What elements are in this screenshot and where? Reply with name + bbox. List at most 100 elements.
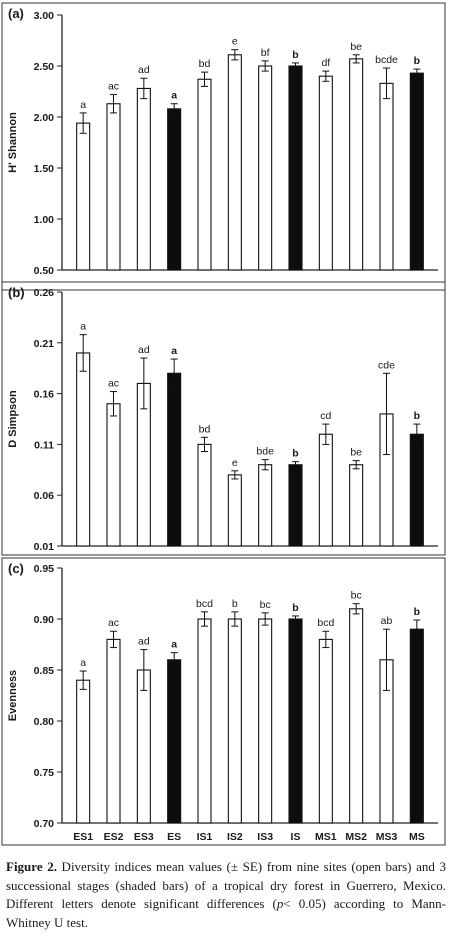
significance-letter: df (321, 57, 330, 69)
y-tick-label: 0.06 (34, 490, 55, 502)
x-tick-label: IS (291, 831, 301, 843)
y-tick-label: 0.85 (34, 665, 55, 677)
y-tick-label: 0.90 (34, 614, 55, 626)
bar (318, 638, 333, 824)
bar (288, 464, 303, 547)
significance-letter: b (414, 606, 420, 618)
significance-letter: a (171, 90, 177, 102)
significance-letter: ac (108, 378, 119, 390)
bar (106, 638, 121, 824)
bar (227, 54, 242, 271)
significance-letter: bd (199, 58, 211, 70)
caption-label: Figure 2. (6, 859, 57, 874)
significance-letter: b (414, 410, 420, 422)
bar (136, 669, 151, 824)
significance-letter: b (292, 49, 298, 61)
bar (318, 75, 333, 271)
bar (318, 433, 333, 547)
bar (106, 403, 121, 547)
x-tick-label: MS (409, 831, 425, 843)
significance-letter: a (80, 657, 86, 669)
bar (197, 443, 212, 547)
bar (409, 72, 424, 271)
bar (379, 82, 394, 271)
significance-letter: bcd (196, 598, 213, 610)
bar (227, 474, 242, 547)
panel-frame (1, 557, 446, 846)
bar (258, 618, 273, 824)
significance-letter: b (232, 598, 238, 610)
bar (167, 659, 182, 824)
bar (349, 608, 364, 824)
y-tick-label: 2.50 (34, 61, 55, 73)
significance-letter: ad (138, 636, 150, 648)
x-tick-label: MS2 (345, 831, 367, 843)
significance-letter: bc (260, 599, 271, 611)
bar (167, 372, 182, 547)
significance-letter: a (171, 345, 177, 357)
significance-letter: a (80, 321, 86, 333)
y-tick-label: 0.26 (34, 287, 55, 299)
bar (288, 65, 303, 271)
significance-letter: bcd (317, 617, 334, 629)
significance-letter: ad (138, 64, 150, 76)
x-tick-label: IS1 (197, 831, 213, 843)
bar (106, 103, 121, 271)
bar (258, 65, 273, 271)
caption-text-2: < 0.05) according to Mann-Whitney U test… (6, 896, 446, 930)
bar (136, 87, 151, 271)
y-tick-label: 0.16 (34, 389, 55, 401)
bar (288, 618, 303, 824)
y-tick-label: 0.95 (34, 563, 55, 575)
significance-letter: cd (320, 410, 331, 422)
figure-caption: Figure 2. Diversity indices mean values … (6, 858, 446, 932)
significance-letter: b (292, 602, 298, 614)
panel-frame (1, 2, 446, 291)
y-tick-label: 2.00 (34, 112, 55, 124)
y-axis-title: H' Shannon (7, 112, 19, 173)
significance-letter: ab (381, 615, 393, 627)
x-tick-label: MS1 (315, 831, 337, 843)
significance-letter: e (232, 457, 238, 469)
y-tick-label: 1.00 (34, 214, 55, 226)
significance-letter: ac (108, 81, 119, 93)
significance-letter: a (80, 99, 86, 111)
significance-letter: bc (351, 590, 362, 602)
bar (227, 618, 242, 824)
x-tick-label: ES2 (104, 831, 124, 843)
x-tick-label: ES (167, 831, 181, 843)
bar (349, 58, 364, 271)
significance-letter: bf (261, 47, 270, 59)
x-tick-label: ES1 (73, 831, 93, 843)
caption-p-symbol: p (276, 896, 284, 911)
bar (76, 679, 91, 824)
y-tick-label: 0.11 (34, 439, 54, 451)
significance-letter: bcde (375, 54, 398, 66)
x-tick-label: MS3 (376, 831, 398, 843)
y-axis-title: Evenness (7, 670, 19, 721)
panel-label: (a) (8, 6, 24, 21)
bar (76, 122, 91, 271)
significance-letter: ad (138, 344, 150, 356)
significance-letter: e (232, 36, 238, 48)
y-tick-label: 0.50 (34, 265, 55, 277)
significance-letter: be (350, 447, 362, 459)
bar (197, 618, 212, 824)
caption-text-1: Diversity indices mean values (± SE) fro… (6, 859, 446, 911)
significance-letter: cde (378, 359, 395, 371)
significance-letter: be (350, 41, 362, 53)
bar (76, 352, 91, 547)
panel-label: (b) (8, 285, 25, 300)
panel-frame (1, 281, 446, 556)
significance-letter: bd (199, 423, 211, 435)
significance-letter: bde (256, 446, 274, 458)
bar (197, 78, 212, 271)
panel-label: (c) (8, 561, 24, 576)
bar (258, 464, 273, 547)
significance-letter: b (292, 448, 298, 460)
significance-letter: a (171, 639, 177, 651)
y-tick-label: 0.01 (34, 541, 55, 553)
y-tick-label: 0.80 (34, 716, 55, 728)
bar (409, 628, 424, 824)
